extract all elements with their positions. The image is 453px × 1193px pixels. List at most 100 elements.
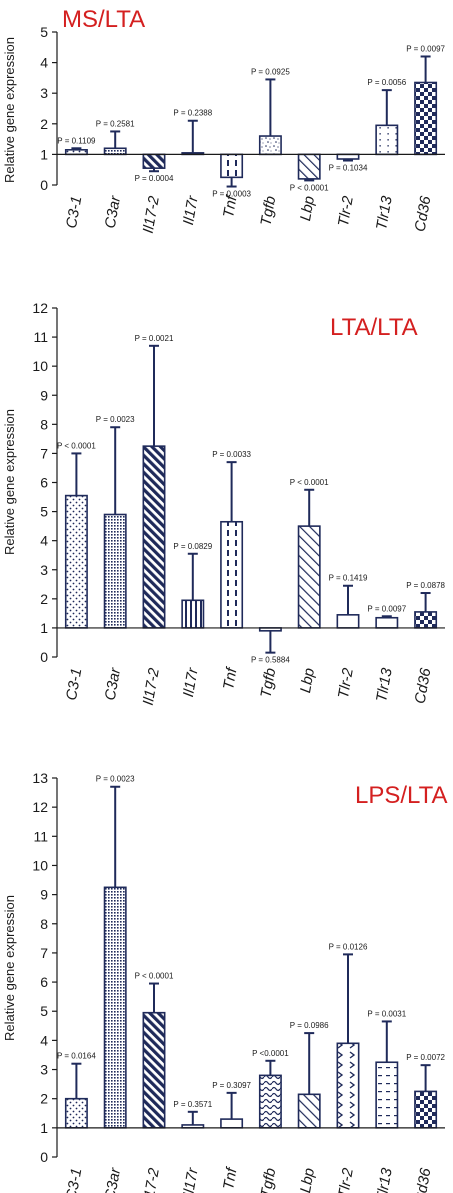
y-tick-label: 12 xyxy=(32,799,48,815)
bar-c3ar xyxy=(103,147,127,156)
category-label: C3ar xyxy=(102,666,125,702)
bar-tlr-2 xyxy=(336,614,360,629)
p-value-label: P < 0.0001 xyxy=(290,183,329,192)
y-tick-label: 0 xyxy=(40,177,48,193)
bar-il17-2 xyxy=(142,153,166,169)
p-value-label: P = 0.0021 xyxy=(135,334,174,343)
category-label: Tlr13 xyxy=(373,1166,396,1193)
category-label: Tnf xyxy=(220,665,241,691)
category-label: Tlr-2 xyxy=(335,1166,357,1193)
p-value-label: P = 0.0097 xyxy=(367,604,406,613)
p-value-label: P = 0.2581 xyxy=(96,119,135,128)
bar-tlr13 xyxy=(375,616,399,629)
y-tick-label: 9 xyxy=(40,887,48,903)
p-value-label: P < 0.0001 xyxy=(57,441,96,450)
bar-tlr-2 xyxy=(336,153,360,160)
chart-title: MS/LTA xyxy=(62,6,145,33)
category-label: Il17-2 xyxy=(140,194,163,235)
y-tick-label: 0 xyxy=(40,1149,48,1165)
category-label: Tnf xyxy=(220,193,241,219)
chart-title: LPS/LTA xyxy=(355,782,447,809)
y-tick-label: 0 xyxy=(40,649,48,665)
p-value-label: P = 0.0164 xyxy=(57,1052,96,1061)
bar-c3ar xyxy=(103,513,127,629)
category-label: Lbp xyxy=(297,1167,318,1193)
p-value-label: P = 0.0986 xyxy=(290,1021,329,1030)
p-value-label: P = 0.0097 xyxy=(406,44,445,53)
p-value-label: P < 0.0001 xyxy=(290,478,329,487)
bar-tgfb xyxy=(258,1074,282,1129)
bar-c3-1 xyxy=(64,1097,88,1129)
p-value-label: P = 0.0056 xyxy=(367,78,406,87)
p-value-label: P = 0.2388 xyxy=(173,109,212,118)
category-label: Il17r xyxy=(180,1166,202,1193)
y-tick-label: 11 xyxy=(33,329,48,345)
p-value-label: P < 0.0001 xyxy=(135,972,174,981)
p-value-label: P = 0.0072 xyxy=(406,1053,445,1062)
p-value-label: P = 0.0829 xyxy=(173,542,212,551)
p-value-label: P = 0.5884 xyxy=(251,656,290,665)
y-tick-label: 2 xyxy=(40,116,48,132)
p-value-label: P <0.0001 xyxy=(252,1049,289,1058)
category-label: Tlr-2 xyxy=(335,194,357,228)
bar-lbp xyxy=(297,525,321,629)
y-tick-label: 8 xyxy=(40,916,48,932)
bar-tgfb xyxy=(258,135,282,156)
p-value-label: P = 0.0004 xyxy=(135,174,174,183)
y-tick-label: 13 xyxy=(32,770,48,786)
bar-c3ar xyxy=(103,886,127,1129)
p-value-label: P = 0.0023 xyxy=(96,775,135,784)
bar-cd36 xyxy=(414,81,438,156)
bar-il17-2 xyxy=(142,445,166,629)
category-label: C3ar xyxy=(102,194,125,230)
p-value-label: P = 0.1109 xyxy=(57,136,96,145)
y-tick-label: 3 xyxy=(40,1062,48,1078)
y-tick-label: 4 xyxy=(40,533,48,549)
y-tick-label: 6 xyxy=(40,974,48,990)
bar-cd36 xyxy=(414,611,438,629)
y-tick-label: 5 xyxy=(40,1003,48,1019)
category-label: Tlr-2 xyxy=(335,666,357,700)
category-label: Tgfb xyxy=(257,195,279,228)
bar-tnf xyxy=(220,153,244,179)
bar-lbp xyxy=(297,153,321,180)
bar-tlr-2 xyxy=(336,1042,360,1129)
p-value-label: P = 0.0031 xyxy=(367,1009,406,1018)
p-value-label: P = 0.3097 xyxy=(212,1081,251,1090)
bar-c3-1 xyxy=(64,149,88,156)
y-axis-label: Relative gene expression xyxy=(2,895,17,1041)
p-value-label: P = 0.0003 xyxy=(212,190,251,199)
y-tick-label: 2 xyxy=(40,1091,48,1107)
y-tick-label: 1 xyxy=(40,620,48,636)
bar-il17-2 xyxy=(142,1011,166,1129)
y-tick-label: 10 xyxy=(32,857,48,873)
y-tick-label: 3 xyxy=(40,562,48,578)
y-tick-label: 4 xyxy=(40,1032,48,1048)
y-tick-label: 1 xyxy=(40,146,48,162)
category-label: Il17-2 xyxy=(140,666,163,707)
y-tick-label: 7 xyxy=(40,945,48,961)
y-tick-label: 1 xyxy=(40,1120,48,1136)
y-axis-label: Relative gene expression xyxy=(2,37,17,183)
p-value-label: P = 0.0925 xyxy=(251,67,290,76)
category-label: C3-1 xyxy=(63,667,85,702)
p-value-label: P = 0.0126 xyxy=(329,942,368,951)
y-tick-label: 8 xyxy=(40,416,48,432)
p-value-label: P = 0.0023 xyxy=(96,415,135,424)
category-label: Tlr13 xyxy=(373,194,396,231)
bar-c3-1 xyxy=(64,494,88,629)
bar-cd36 xyxy=(414,1090,438,1129)
y-tick-label: 2 xyxy=(40,591,48,607)
bar-lbp xyxy=(297,1093,321,1129)
y-tick-label: 7 xyxy=(40,445,48,461)
bar-il17r xyxy=(181,599,205,629)
p-value-label: P = 0.1034 xyxy=(329,164,368,173)
category-label: Tgfb xyxy=(257,667,279,700)
category-label: Tnf xyxy=(220,1165,241,1191)
p-value-label: P = 0.1419 xyxy=(329,574,368,583)
category-label: Il17-2 xyxy=(140,1166,163,1193)
category-label: Lbp xyxy=(297,667,318,695)
